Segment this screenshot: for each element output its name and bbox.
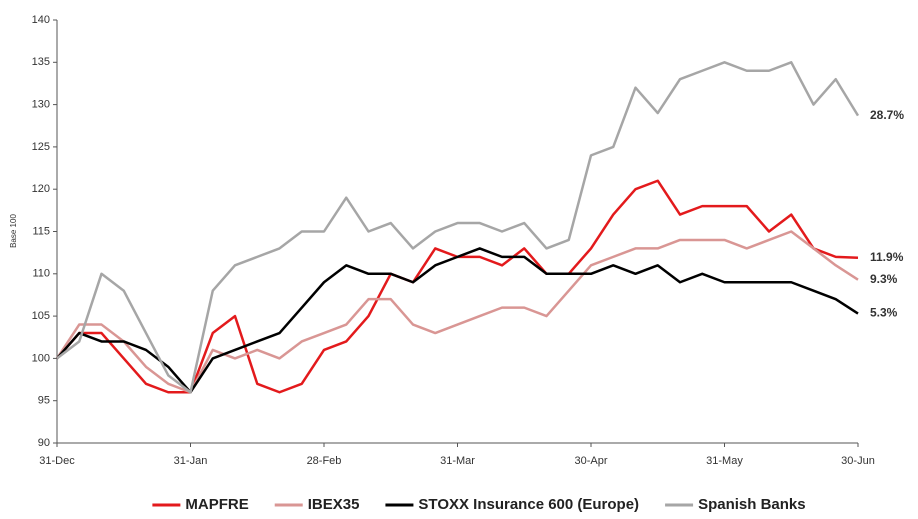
series-line xyxy=(56,179,859,394)
y-tick-label: 110 xyxy=(32,268,50,280)
x-tick-label: 31-Jan xyxy=(174,455,208,467)
x-tick-label: 31-May xyxy=(706,455,743,467)
end-label: 28.7% xyxy=(870,108,904,122)
legend-label: MAPFRE xyxy=(185,496,248,513)
y-tick-label: 125 xyxy=(32,141,50,153)
y-tick-label: 120 xyxy=(32,183,50,195)
y-tick-label: 90 xyxy=(38,437,50,449)
x-tick-label: 31-Mar xyxy=(440,455,475,467)
x-tick-label: 28-Feb xyxy=(307,455,342,467)
y-tick-label: 130 xyxy=(32,99,50,111)
legend-label: Spanish Banks xyxy=(698,496,806,513)
y-tick-label: 95 xyxy=(38,395,50,407)
end-label: 5.3% xyxy=(870,306,898,320)
y-axis-label: Base 100 xyxy=(9,214,18,248)
y-tick-label: 140 xyxy=(32,14,50,26)
x-tick-label: 30-Apr xyxy=(574,455,607,467)
y-tick-label: 135 xyxy=(32,56,50,68)
x-tick-label: 30-Jun xyxy=(841,455,875,467)
legend: MAPFRE IBEX35 STOXX Insurance 600 (Europe)… xyxy=(152,496,806,513)
y-tick-label: 115 xyxy=(32,225,50,237)
legend-label: IBEX35 xyxy=(308,496,360,513)
y-tick-label: 105 xyxy=(32,310,50,322)
y-tick-label: 100 xyxy=(32,352,50,364)
series-line xyxy=(56,247,859,394)
series-line xyxy=(56,61,860,394)
x-tick-label: 31-Dec xyxy=(39,455,75,467)
legend-label: STOXX Insurance 600 (Europe) xyxy=(418,496,639,513)
end-label: 11.9% xyxy=(870,250,904,264)
end-label: 9.3% xyxy=(870,272,898,286)
